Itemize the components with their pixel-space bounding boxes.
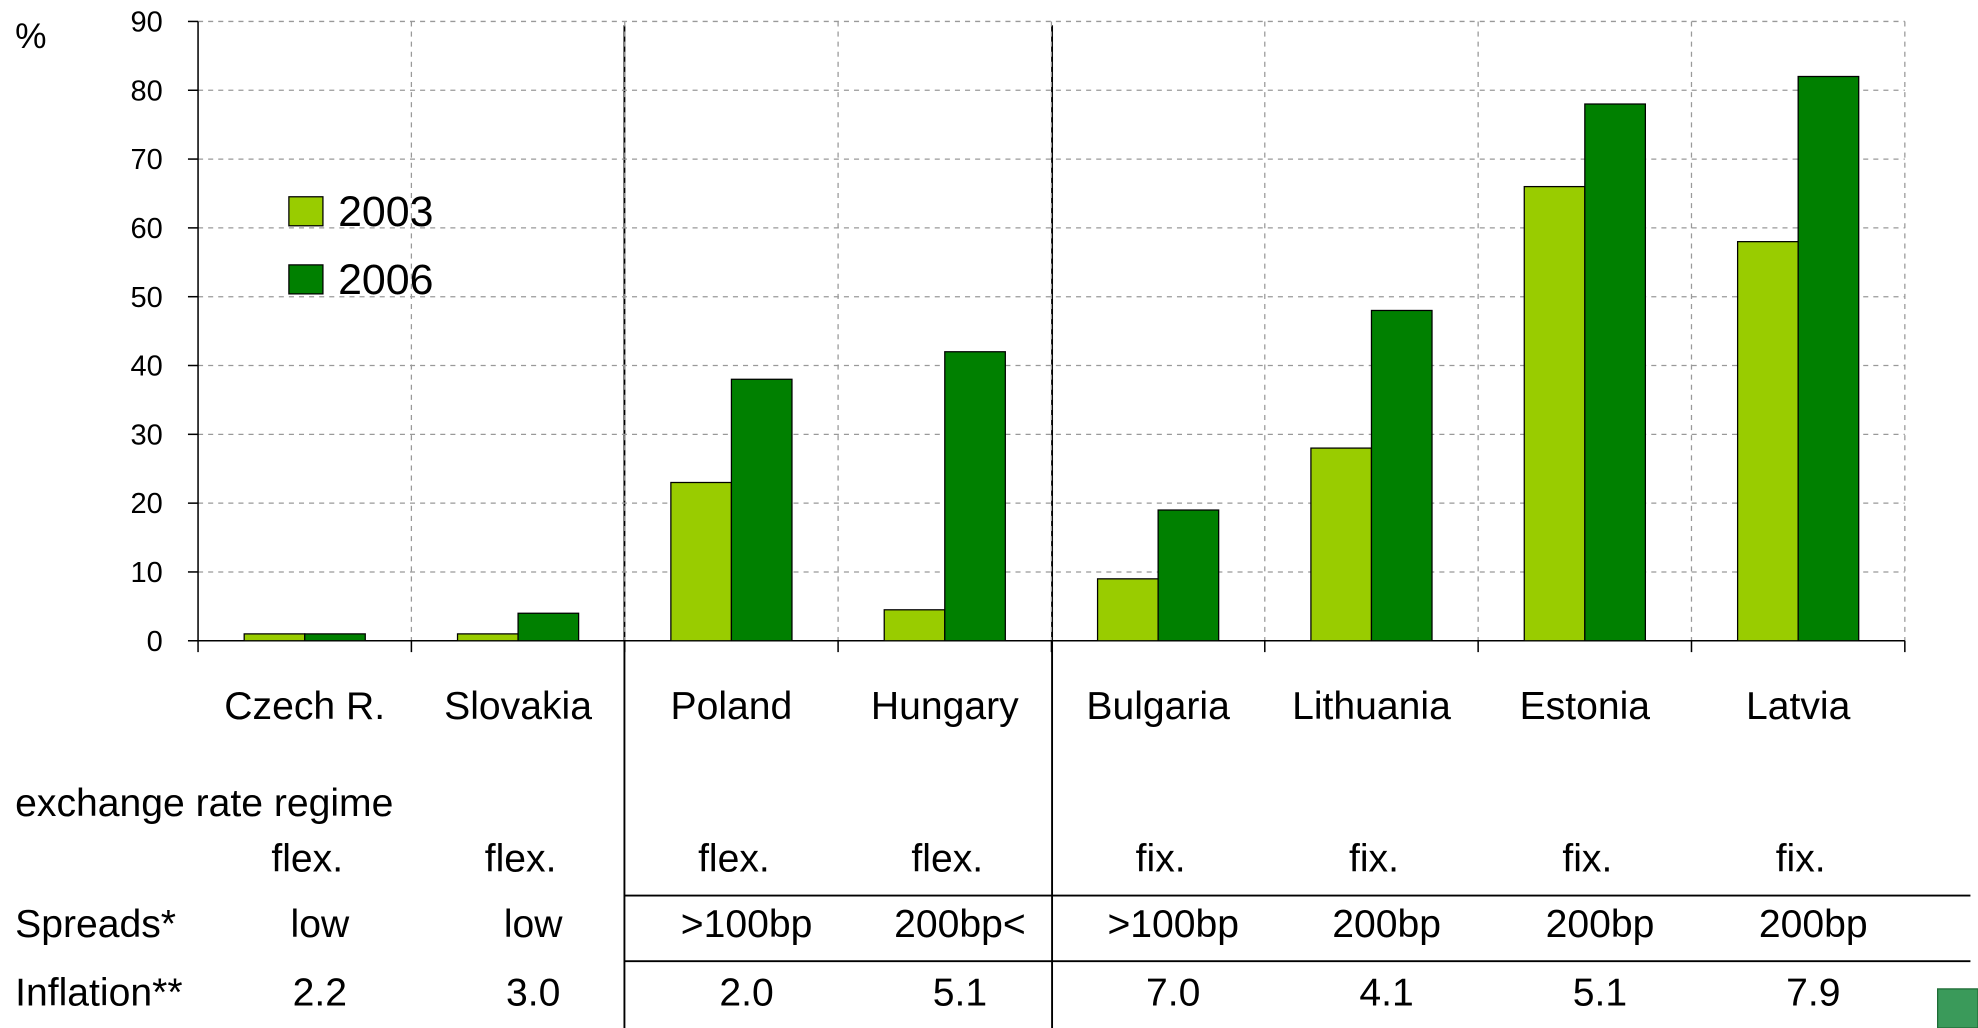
bar [1096, 578, 1159, 642]
table-cell: 200bp [1758, 901, 1868, 947]
bar [670, 481, 733, 642]
table-cell: 3.0 [506, 969, 561, 1015]
bar [1370, 309, 1433, 642]
table-cell: 7.0 [1146, 969, 1201, 1015]
table-cell: 5.1 [1572, 969, 1628, 1015]
y-tick-label: 50 [130, 282, 162, 314]
y-tick-label: 90 [130, 7, 162, 39]
bar [883, 609, 946, 642]
y-tick-label: 40 [130, 351, 162, 383]
legend-label: 2003 [338, 188, 433, 236]
table-cell: 200bp [1332, 901, 1441, 947]
row-label: Spreads* [15, 901, 177, 947]
y-tick-label: 0 [147, 626, 163, 658]
table-cell: fix. [1775, 836, 1826, 881]
x-tick-label: Czech R. [224, 683, 386, 728]
table-cell: 200bp< [894, 901, 1026, 947]
table-cell: 200bp [1545, 901, 1655, 947]
table-cell: flex. [484, 836, 557, 881]
bar [1523, 185, 1586, 642]
bar [517, 612, 580, 642]
bar [1157, 509, 1220, 642]
table-cell: 2.0 [719, 969, 774, 1015]
table-cell: fix. [1348, 836, 1399, 881]
table-cell: 7.9 [1786, 969, 1841, 1015]
bar [730, 378, 793, 642]
x-tick-label: Poland [670, 683, 793, 728]
x-tick-label: Estonia [1519, 683, 1651, 728]
table-cell: 4.1 [1359, 969, 1414, 1015]
bar [944, 351, 1006, 642]
row-label: Inflation** [15, 969, 183, 1015]
x-tick-label: Hungary [870, 683, 1019, 728]
bar [1736, 241, 1799, 642]
x-tick-label: Lithuania [1292, 683, 1451, 728]
y-tick-label: 30 [130, 419, 162, 451]
table-cell: >100bp [1107, 901, 1240, 947]
table-cell: >100bp [680, 901, 813, 947]
bar [304, 633, 366, 642]
bar [1310, 447, 1373, 642]
table-cell: low [503, 901, 563, 947]
y-tick-label: 10 [130, 557, 162, 589]
x-tick-label: Bulgaria [1086, 683, 1230, 728]
x-tick-label: Slovakia [444, 683, 592, 728]
x-tick-label: Latvia [1745, 683, 1851, 728]
row-label: exchange rate regime [15, 780, 394, 825]
table-cell: fix. [1562, 836, 1613, 881]
legend-swatch [288, 264, 324, 295]
table-cell: fix. [1135, 836, 1186, 881]
corner-decoration [1937, 988, 1978, 1028]
bar [243, 633, 306, 642]
bar [1797, 75, 1860, 642]
y-tick-label: 20 [130, 488, 162, 520]
y-tick-label: 70 [130, 144, 162, 176]
table-cell: 2.2 [292, 969, 348, 1015]
table-cell: flex. [271, 836, 344, 881]
table-cell: flex. [698, 836, 770, 881]
y-axis-label: % [15, 17, 46, 56]
bar [1584, 103, 1646, 642]
bar [456, 633, 519, 642]
table-cell: flex. [911, 836, 984, 881]
y-tick-label: 60 [130, 213, 162, 245]
y-tick-label: 80 [130, 75, 162, 107]
table-cell: 5.1 [932, 969, 988, 1015]
table-cell: low [290, 901, 350, 947]
legend-swatch [288, 196, 324, 227]
legend-label: 2006 [338, 256, 433, 304]
